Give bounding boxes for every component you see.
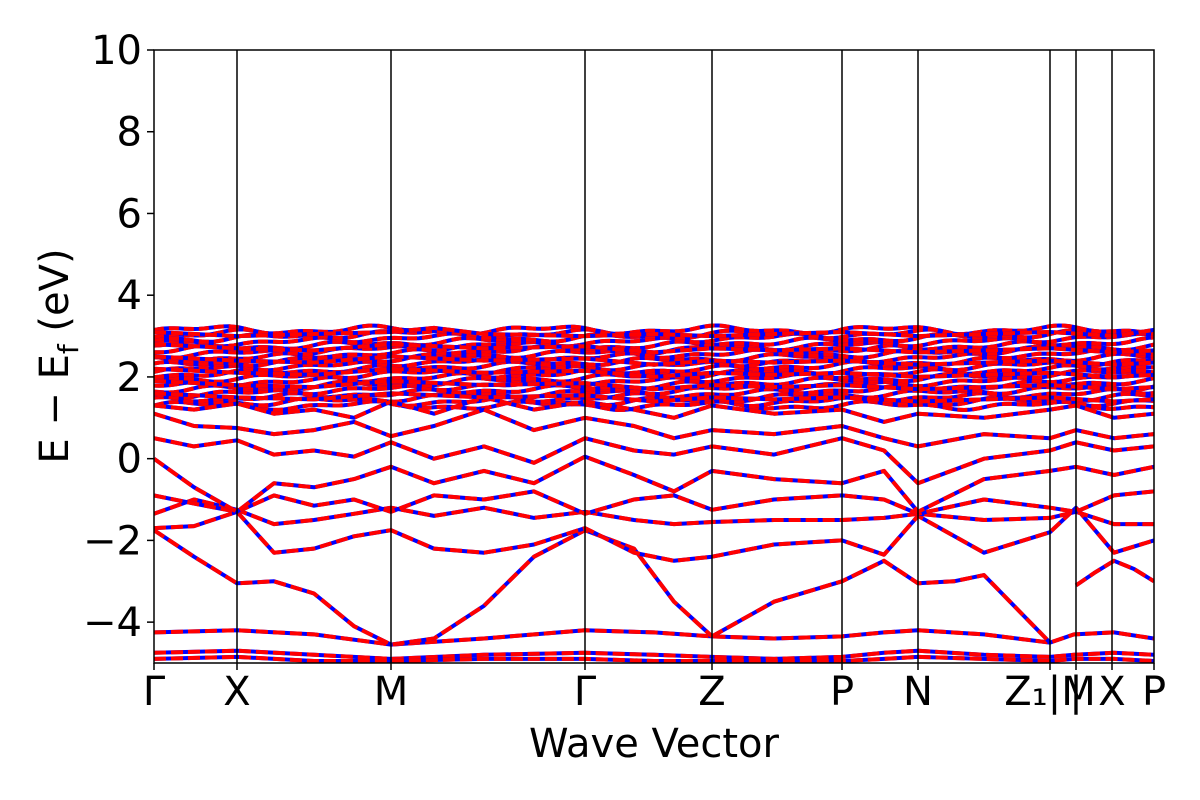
band-9-red	[154, 454, 1154, 514]
band-16-red	[154, 354, 1154, 367]
band-6-red	[154, 505, 1154, 563]
band-5-red	[1074, 558, 1154, 588]
dense-band-red	[154, 339, 1154, 353]
band-18-red	[154, 325, 1154, 339]
band-8-red	[154, 489, 1154, 516]
y-tick-label-5: 6	[117, 191, 142, 237]
y-axis-ticks: −4 −2 0 2 4 6 8 10	[83, 28, 154, 646]
x-tick-label-4: Z	[698, 669, 725, 715]
y-tick-label-7: 10	[91, 28, 142, 74]
x-tick-label-10: P	[1142, 669, 1166, 715]
band-7-red	[154, 497, 1154, 527]
x-tick-label-8: |	[1069, 669, 1082, 715]
y-tick-label-3: 2	[117, 355, 142, 401]
bands-layer	[154, 325, 1154, 663]
dense-band-red	[154, 375, 1154, 389]
dense-band-red	[154, 323, 1154, 337]
y-tick-label-0: −4	[83, 600, 142, 646]
y-tick-label-2: 0	[117, 437, 142, 483]
x-axis-label: Wave Vector	[529, 721, 780, 767]
x-tick-label-2: M	[374, 669, 409, 715]
x-tick-label-0: Γ	[143, 669, 166, 715]
band-2-red	[154, 654, 1154, 663]
x-tick-label-5: P	[830, 669, 854, 715]
dense-band-red	[154, 399, 1154, 413]
x-tick-label-7: Z₁|M	[1004, 669, 1095, 715]
y-axis-label-main: E − E	[32, 354, 78, 464]
x-tick-label-3: Γ	[574, 669, 597, 715]
band-17-red	[154, 342, 1154, 355]
band-13-red	[154, 391, 1154, 404]
band-12-red	[154, 395, 1154, 424]
y-tick-label-4: 4	[117, 273, 142, 319]
band-1-red	[154, 648, 1154, 661]
y-axis-label: E − Ef (eV)	[32, 248, 85, 463]
plot-frame	[153, 49, 1155, 664]
band-4-red	[711, 558, 1052, 644]
y-axis-label-unit: (eV)	[32, 248, 78, 344]
x-tick-label-1: X	[223, 669, 250, 715]
x-tick-label-9: X	[1098, 669, 1125, 715]
x-axis-ticks: Γ X M Γ Z P N Z₁|M| X P	[143, 663, 1166, 715]
band-14-red	[154, 379, 1154, 392]
x-tick-label-6: N	[903, 669, 933, 715]
band-0-red	[154, 628, 1154, 647]
dense-band-red	[154, 363, 1154, 377]
y-axis-label-subscript: f	[52, 343, 85, 354]
y-tick-label-6: 8	[117, 110, 142, 156]
y-tick-label-1: −2	[83, 518, 142, 564]
band-11-red	[154, 407, 1154, 449]
band-10-red	[154, 436, 1154, 486]
dense-band-red	[154, 383, 1154, 397]
high-symmetry-lines	[236, 50, 1113, 663]
band-3-red	[154, 528, 714, 647]
band-15-red	[154, 366, 1154, 379]
